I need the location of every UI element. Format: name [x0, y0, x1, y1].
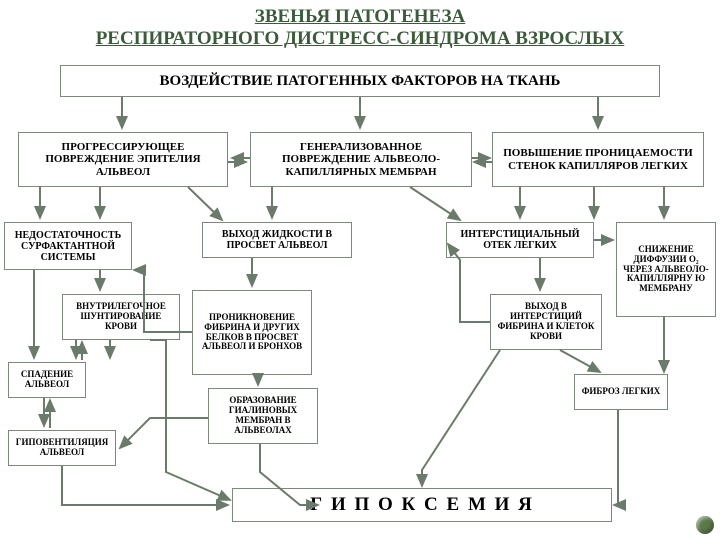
- box-r5a: СПАДЕНИЕ АЛЬВЕОЛ: [8, 362, 86, 398]
- box-r2a-text: ПРОГРЕССИРУЮЩЕЕ ПОВРЕЖДЕНИЕ ЭПИТЕЛИЯ АЛЬ…: [23, 141, 223, 177]
- box-r5a-text: СПАДЕНИЕ АЛЬВЕОЛ: [13, 370, 81, 390]
- box-r2c: ПОВЫШЕНИЕ ПРОНИЦАЕМОСТИ СТЕНОК КАПИЛЛЯРО…: [492, 132, 704, 187]
- box-r5b-text: ОБРАЗОВАНИЕ ГИАЛИНОВЫХ МЕМБРАН В АЛЬВЕОЛ…: [213, 396, 313, 436]
- box-r3c-text: ИНТЕРСТИЦИАЛЬНЫЙ ОТЕК ЛЕГКИХ: [451, 229, 589, 251]
- box-r3d: СНИЖЕНИЕ ДИФФУЗИИ О₂ ЧЕРЕЗ АЛЬВЕОЛО-КАПИ…: [616, 222, 716, 317]
- box-r4c-text: ВЫХОД В ИНТЕРСТИЦИЙ ФИБРИНА И КЛЕТОК КРО…: [495, 302, 597, 342]
- page-title: ЗВЕНЬЯ ПАТОГЕНЕЗАРЕСПИРАТОРНОГО ДИСТРЕСС…: [0, 0, 720, 54]
- box-r4a-text: ВНУТРИЛЕГОЧНОЕ ШУНТИРОВАНИЕ КРОВИ: [67, 302, 175, 332]
- box-r3b: ВЫХОД ЖИДКОСТИ В ПРОСВЕТ АЛЬВЕОЛ: [202, 222, 352, 258]
- box-r5b: ОБРАЗОВАНИЕ ГИАЛИНОВЫХ МЕМБРАН В АЛЬВЕОЛ…: [208, 388, 318, 444]
- box-final: Г И П О К С Е М И Я: [232, 488, 612, 522]
- box-r2b-text: ГЕНЕРАЛИЗОВАННОЕ ПОВРЕЖДЕНИЕ АЛЬВЕОЛО-КА…: [255, 141, 467, 177]
- decorative-dot: [696, 516, 714, 534]
- box-r2b: ГЕНЕРАЛИЗОВАННОЕ ПОВРЕЖДЕНИЕ АЛЬВЕОЛО-КА…: [250, 132, 472, 187]
- box-r2a: ПРОГРЕССИРУЮЩЕЕ ПОВРЕЖДЕНИЕ ЭПИТЕЛИЯ АЛЬ…: [18, 132, 228, 187]
- box-r6a: ГИПОВЕНТИЛЯЦИЯ АЛЬВЕОЛ: [8, 430, 116, 466]
- box-r4a: ВНУТРИЛЕГОЧНОЕ ШУНТИРОВАНИЕ КРОВИ: [62, 294, 180, 340]
- box-top: ВОЗДЕЙСТВИЕ ПАТОГЕННЫХ ФАКТОРОВ НА ТКАНЬ: [60, 65, 660, 97]
- box-r3d-text: СНИЖЕНИЕ ДИФФУЗИИ О₂ ЧЕРЕЗ АЛЬВЕОЛО-КАПИ…: [621, 245, 711, 294]
- box-r6a-text: ГИПОВЕНТИЛЯЦИЯ АЛЬВЕОЛ: [13, 438, 111, 458]
- box-r3c: ИНТЕРСТИЦИАЛЬНЫЙ ОТЕК ЛЕГКИХ: [446, 222, 594, 258]
- box-r3b-text: ВЫХОД ЖИДКОСТИ В ПРОСВЕТ АЛЬВЕОЛ: [207, 229, 347, 251]
- box-r5c-text: ФИБРОЗ ЛЕГКИХ: [582, 387, 661, 397]
- box-r3a: НЕДОСТАТОЧНОСТЬ СУРФАКТАНТНОЙ СИСТЕМЫ: [4, 222, 132, 270]
- box-r4c: ВЫХОД В ИНТЕРСТИЦИЙ ФИБРИНА И КЛЕТОК КРО…: [490, 294, 602, 350]
- box-r2c-text: ПОВЫШЕНИЕ ПРОНИЦАЕМОСТИ СТЕНОК КАПИЛЛЯРО…: [497, 147, 699, 171]
- box-r5c: ФИБРОЗ ЛЕГКИХ: [574, 374, 668, 410]
- box-r3a-text: НЕДОСТАТОЧНОСТЬ СУРФАКТАНТНОЙ СИСТЕМЫ: [9, 230, 127, 263]
- box-r4b-text: ПРОНИКНОВЕНИЕ ФИБРИНА И ДРУГИХ БЕЛКОВ В …: [197, 313, 307, 353]
- box-top-text: ВОЗДЕЙСТВИЕ ПАТОГЕННЫХ ФАКТОРОВ НА ТКАНЬ: [160, 73, 561, 90]
- box-r4b: ПРОНИКНОВЕНИЕ ФИБРИНА И ДРУГИХ БЕЛКОВ В …: [192, 290, 312, 375]
- box-final-text: Г И П О К С Е М И Я: [310, 495, 534, 516]
